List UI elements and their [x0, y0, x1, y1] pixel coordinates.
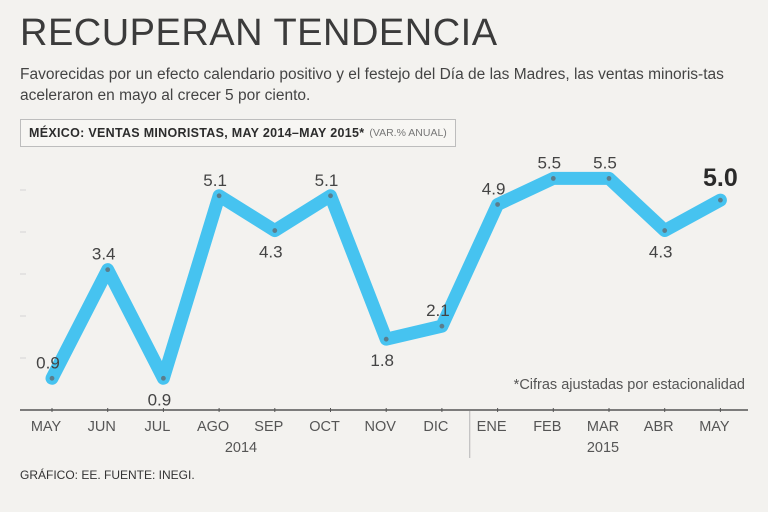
- x-tick-label-0: MAY: [31, 419, 62, 435]
- x-tick-label-12: MAY: [699, 419, 730, 435]
- data-point-0: [49, 375, 55, 381]
- x-tick-label-9: FEB: [533, 419, 561, 435]
- x-tick-label-10: MAR: [587, 419, 619, 435]
- data-point-10: [606, 176, 612, 181]
- series: [45, 171, 727, 385]
- data-label-0: 0.9: [36, 353, 60, 372]
- data-point-9: [550, 176, 556, 181]
- chart-subtitle: Favorecidas por un efecto calendario pos…: [20, 66, 724, 104]
- data-point-11: [662, 228, 668, 233]
- data-label-1: 3.4: [92, 245, 116, 264]
- x-tick-label-6: NOV: [364, 419, 396, 435]
- data-label-11: 4.3: [649, 243, 673, 262]
- data-label-3: 5.1: [203, 171, 227, 190]
- chart-label-unit: (VAR.% ANUAL): [369, 127, 447, 139]
- data-point-1: [105, 267, 111, 273]
- data-label-4: 4.3: [259, 243, 283, 262]
- chart-title: RECUPERAN TENDENCIA: [20, 12, 498, 54]
- x-tick-label-5: OCT: [309, 419, 340, 435]
- data-label-10: 5.5: [593, 153, 617, 172]
- chart-label-main: MÉXICO: VENTAS MINORISTAS, MAY 2014–MAY …: [29, 126, 365, 140]
- x-tick-label-7: DIC: [423, 419, 448, 435]
- data-point-2: [161, 375, 166, 381]
- data-label-12: 5.0: [703, 164, 738, 192]
- data-labels: 0.9 3.4 0.9 5.1 4.3 5.1 1.8 2.1 4.9 5.5 5.5 4.3 5.0: [36, 153, 738, 409]
- data-label-2: 0.9: [148, 390, 172, 409]
- data-point-6: [383, 336, 389, 342]
- data-point-12: [718, 197, 723, 203]
- data-label-7: 2.1: [426, 301, 450, 320]
- seasonal-adjustment-note: *Cifras ajustadas por estacionalidad: [514, 377, 745, 393]
- data-label-5: 5.1: [315, 171, 339, 190]
- data-point-8: [495, 202, 500, 207]
- x-tick-label-4: SEP: [254, 419, 283, 435]
- chart-label-box: MÉXICO: VENTAS MINORISTAS, MAY 2014–MAY …: [20, 119, 456, 147]
- x-tick-label-8: ENE: [477, 419, 507, 435]
- x-tick-label-1: JUN: [88, 419, 116, 435]
- series-line: [45, 171, 727, 385]
- data-point-5: [328, 193, 333, 199]
- data-label-9: 5.5: [537, 153, 561, 172]
- x-tick-label-2: JUL: [145, 419, 171, 435]
- x-axis: MAY JUN JUL AGO SEP OCT NOV DIC ENE FEB MAR ABR MAY 2…: [20, 408, 748, 458]
- data-point-4: [272, 228, 278, 233]
- data-label-8: 4.9: [482, 179, 506, 198]
- year-label-2015: 2015: [587, 440, 619, 456]
- gridlines: [20, 189, 26, 359]
- data-point-7: [439, 323, 445, 329]
- x-tick-label-11: ABR: [644, 419, 674, 435]
- x-tick-label-3: AGO: [197, 419, 229, 435]
- source-footer: GRÁFICO: EE. FUENTE: INEGI.: [20, 468, 195, 482]
- year-label-2014: 2014: [225, 440, 257, 456]
- data-label-6: 1.8: [370, 351, 394, 370]
- data-point-3: [216, 193, 222, 199]
